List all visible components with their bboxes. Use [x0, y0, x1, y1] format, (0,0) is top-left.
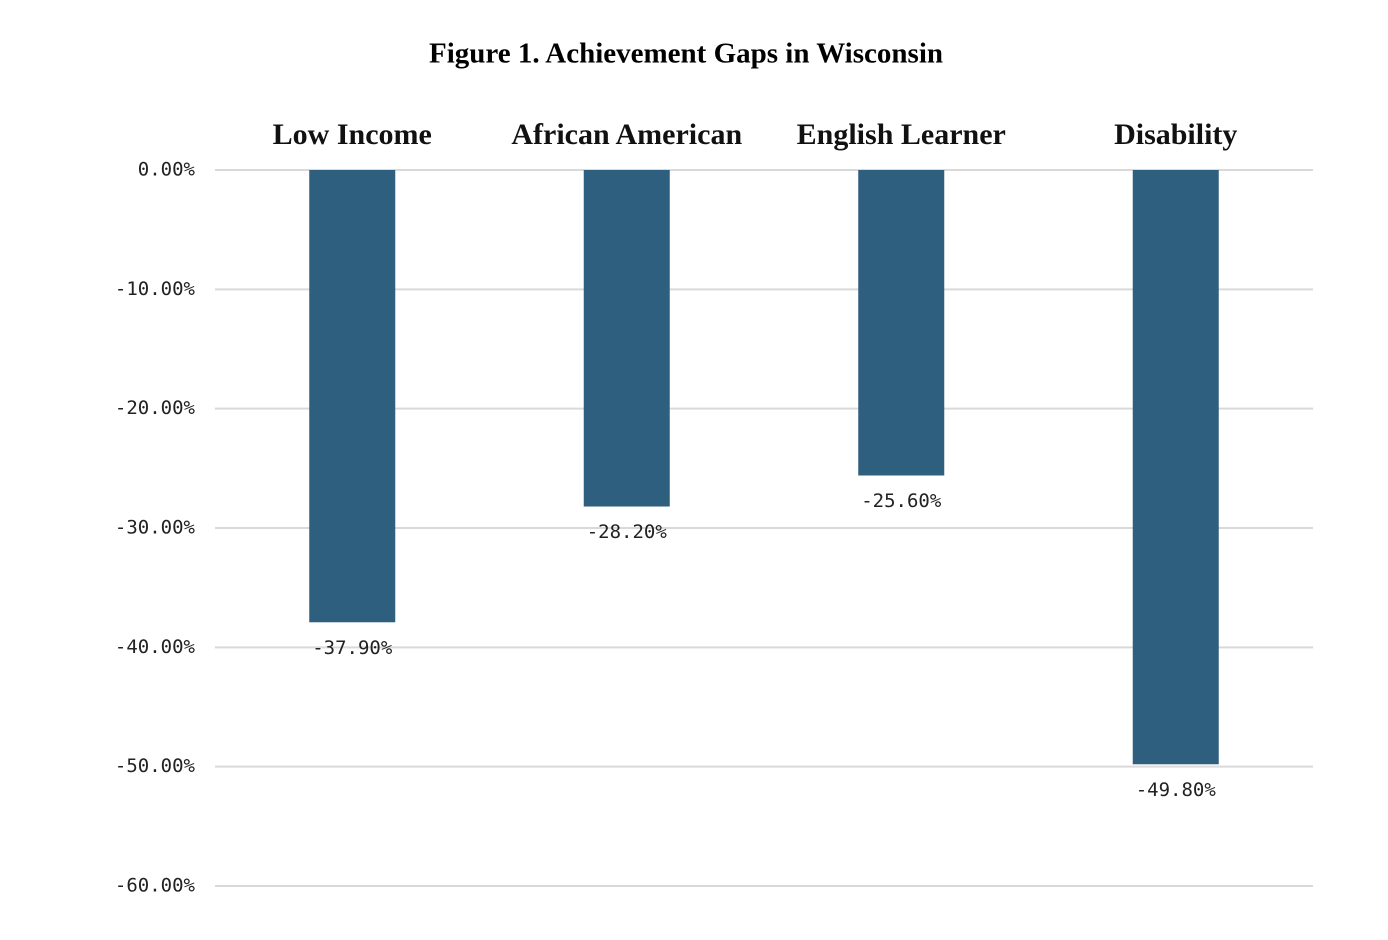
y-tick-label: -50.00%	[115, 755, 196, 777]
x-tick-label: Low Income	[273, 118, 432, 151]
y-tick-label: -40.00%	[115, 636, 196, 658]
x-tick-label: English Learner	[797, 118, 1006, 151]
y-tick-label: -30.00%	[115, 517, 196, 539]
y-tick-label: -10.00%	[115, 278, 196, 300]
value-label: -37.90%	[312, 637, 393, 659]
chart-title: Figure 1. Achievement Gaps in Wisconsin	[429, 38, 943, 70]
bar	[309, 170, 396, 623]
y-tick-label: -20.00%	[115, 397, 196, 419]
bar	[583, 170, 670, 507]
x-tick-label: Disability	[1114, 118, 1237, 151]
bar	[858, 170, 945, 476]
value-label: -28.20%	[587, 521, 668, 543]
y-tick-label: -60.00%	[115, 875, 196, 897]
value-label: -49.80%	[1136, 779, 1217, 801]
y-tick-label: 0.00%	[138, 159, 196, 181]
x-tick-label: African American	[511, 118, 742, 151]
bar	[1132, 170, 1219, 765]
value-label: -25.60%	[861, 490, 942, 512]
